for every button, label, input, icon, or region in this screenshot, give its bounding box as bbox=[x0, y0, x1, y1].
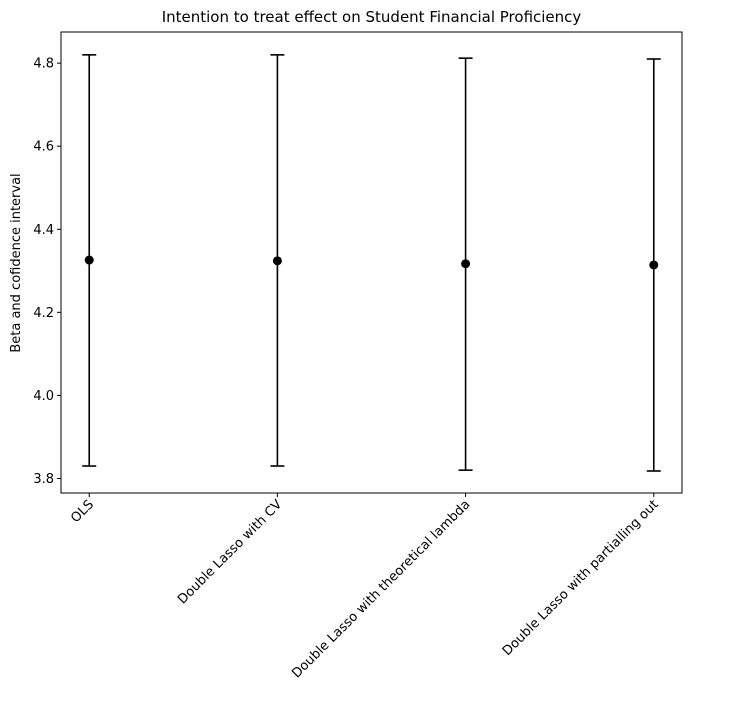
chart-title: Intention to treat effect on Student Fin… bbox=[162, 8, 582, 26]
data-point bbox=[461, 259, 471, 269]
y-tick-label: 4.2 bbox=[33, 306, 54, 321]
x-tick-label: OLS bbox=[68, 497, 97, 526]
data-point bbox=[649, 260, 659, 270]
y-tick-label: 3.8 bbox=[33, 472, 54, 487]
data-point bbox=[272, 256, 282, 266]
y-tick-label: 4.4 bbox=[33, 223, 54, 238]
series-group bbox=[82, 54, 661, 472]
y-tick-label: 4.0 bbox=[33, 389, 54, 404]
x-tick-label: Double Lasso with partialling out bbox=[500, 497, 662, 659]
data-point bbox=[84, 255, 94, 265]
x-tick-label: Double Lasso with CV bbox=[175, 497, 285, 607]
y-axis-label: Beta and cofidence interval bbox=[9, 173, 24, 352]
x-axis: OLS Double Lasso with CV Double Lasso with… bbox=[68, 493, 662, 681]
x-tick-label: Double Lasso with theoretical lambda bbox=[289, 497, 473, 681]
y-tick-label: 4.6 bbox=[33, 140, 54, 155]
y-axis: 3.8 4.0 4.2 4.4 4.6 4.8 bbox=[33, 57, 61, 487]
plot-area bbox=[60, 31, 683, 494]
y-tick-label: 4.8 bbox=[33, 57, 54, 72]
